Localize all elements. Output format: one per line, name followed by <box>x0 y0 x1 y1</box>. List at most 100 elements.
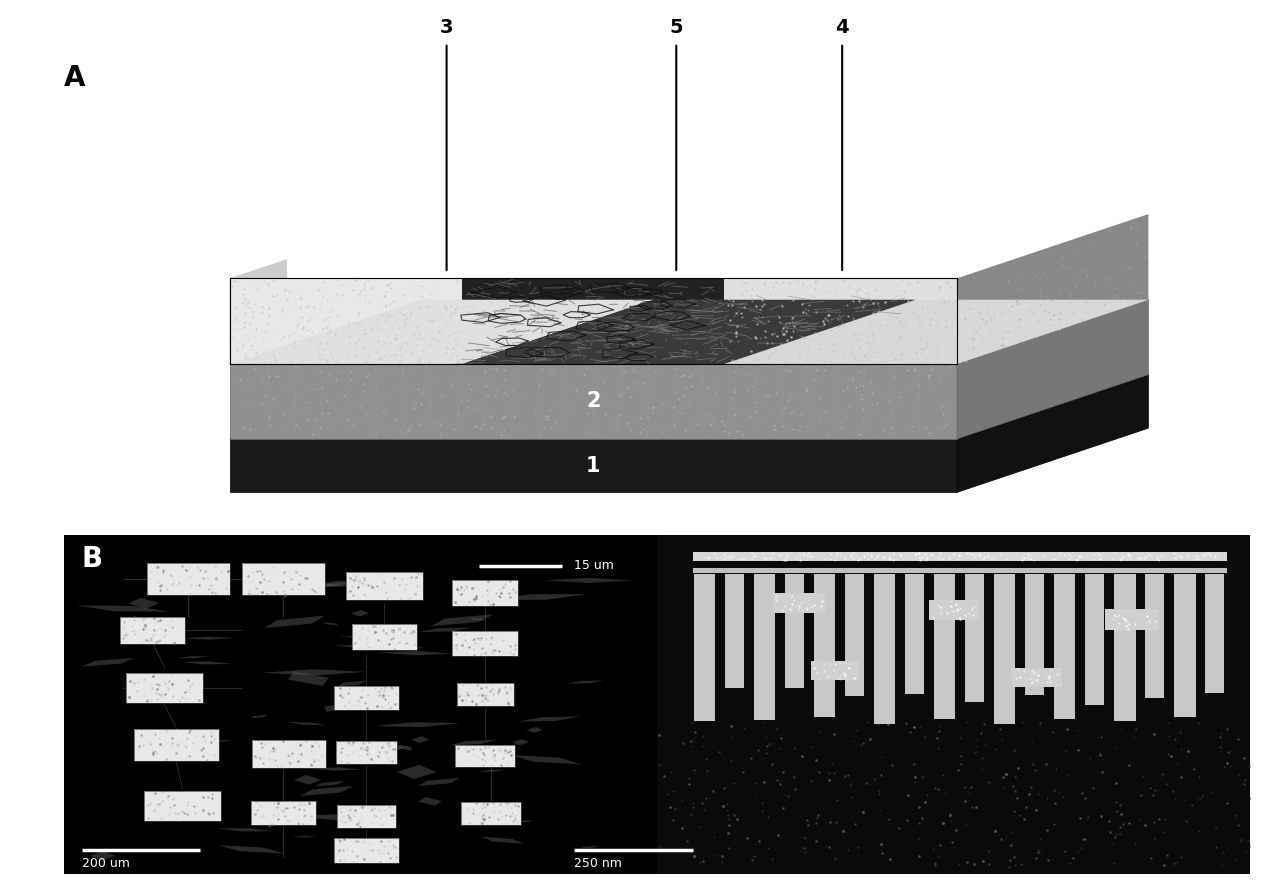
Polygon shape <box>158 740 232 746</box>
Polygon shape <box>218 846 285 854</box>
Text: 250 nm: 250 nm <box>574 857 621 871</box>
Bar <box>134 730 219 762</box>
Polygon shape <box>470 618 486 621</box>
Polygon shape <box>333 644 427 649</box>
Bar <box>242 563 325 595</box>
Polygon shape <box>484 753 510 755</box>
Bar <box>965 574 984 702</box>
Polygon shape <box>286 814 390 820</box>
Bar <box>144 791 221 822</box>
Polygon shape <box>517 716 581 722</box>
Polygon shape <box>449 739 498 746</box>
Bar <box>242 563 325 595</box>
Polygon shape <box>176 747 197 754</box>
Polygon shape <box>251 714 267 718</box>
Polygon shape <box>291 836 318 838</box>
Polygon shape <box>490 594 588 600</box>
Text: 15 um: 15 um <box>574 559 614 572</box>
Polygon shape <box>230 439 957 492</box>
Bar <box>457 683 513 706</box>
Bar <box>147 563 230 595</box>
Polygon shape <box>176 657 209 658</box>
Bar <box>453 580 518 606</box>
Bar <box>693 552 1226 560</box>
Bar <box>812 662 859 680</box>
Polygon shape <box>397 764 436 779</box>
Polygon shape <box>315 781 345 787</box>
Bar <box>694 574 716 721</box>
Bar <box>462 802 521 825</box>
Bar <box>874 574 896 723</box>
Polygon shape <box>230 278 462 364</box>
Text: 1: 1 <box>586 456 601 475</box>
Bar <box>253 740 327 768</box>
Bar <box>457 683 513 706</box>
Polygon shape <box>323 623 339 625</box>
Bar <box>336 740 397 764</box>
Bar <box>785 574 804 689</box>
Polygon shape <box>374 723 461 727</box>
Bar <box>453 632 518 656</box>
Bar <box>120 616 185 644</box>
Polygon shape <box>510 755 582 764</box>
Bar <box>250 801 316 825</box>
Bar <box>1174 574 1196 716</box>
Bar <box>144 791 221 822</box>
Polygon shape <box>957 300 1148 439</box>
Polygon shape <box>287 722 327 725</box>
Text: 2: 2 <box>586 392 601 411</box>
Polygon shape <box>188 732 208 740</box>
Polygon shape <box>348 747 407 756</box>
Text: A: A <box>64 64 85 92</box>
Bar <box>334 686 399 710</box>
Bar <box>352 624 417 649</box>
Bar <box>754 574 776 720</box>
Polygon shape <box>389 744 412 750</box>
Polygon shape <box>82 658 135 666</box>
Polygon shape <box>300 786 353 796</box>
Polygon shape <box>351 610 369 616</box>
Polygon shape <box>230 300 653 364</box>
Bar <box>462 802 521 825</box>
Polygon shape <box>567 681 604 683</box>
Bar <box>456 745 514 766</box>
Bar <box>346 572 422 600</box>
Polygon shape <box>512 739 530 746</box>
Bar <box>337 805 396 828</box>
Polygon shape <box>230 375 1148 439</box>
Polygon shape <box>278 582 345 586</box>
Polygon shape <box>230 259 287 364</box>
Bar <box>456 745 514 766</box>
Bar <box>1105 609 1159 631</box>
Bar <box>346 572 422 600</box>
Bar <box>334 838 399 863</box>
Bar <box>1086 574 1104 706</box>
Text: B: B <box>82 545 103 574</box>
Polygon shape <box>301 581 387 587</box>
Polygon shape <box>430 615 494 626</box>
Polygon shape <box>309 767 364 771</box>
Bar <box>1054 574 1076 719</box>
Polygon shape <box>462 278 725 364</box>
Bar <box>934 574 956 719</box>
Polygon shape <box>470 753 481 757</box>
Polygon shape <box>230 300 1148 364</box>
Bar <box>134 730 219 762</box>
Bar <box>1146 574 1164 698</box>
Text: 3: 3 <box>440 19 453 37</box>
Polygon shape <box>309 582 350 587</box>
Bar <box>1114 574 1136 722</box>
Polygon shape <box>230 300 1148 364</box>
Bar <box>453 632 518 656</box>
Polygon shape <box>339 635 420 640</box>
Bar <box>1206 574 1225 693</box>
Polygon shape <box>419 627 472 632</box>
Polygon shape <box>725 278 957 364</box>
Polygon shape <box>230 364 957 439</box>
Bar <box>693 568 1226 574</box>
Polygon shape <box>481 837 524 844</box>
Bar <box>929 600 979 620</box>
Polygon shape <box>182 637 235 640</box>
Bar <box>334 838 399 863</box>
Polygon shape <box>180 661 232 665</box>
